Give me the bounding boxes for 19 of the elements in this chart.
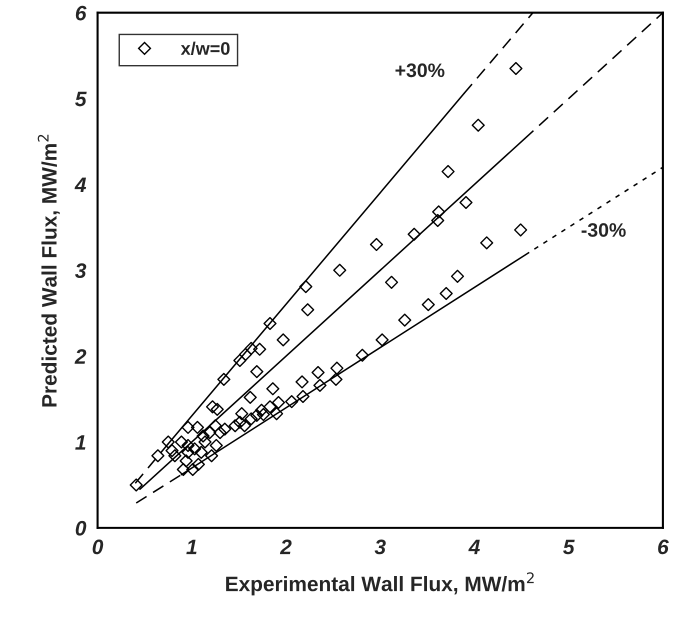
y-axis-title: Predicted Wall Flux, MW/m$^{2}$ <box>38 134 60 407</box>
x-tick-label: 3 <box>374 540 386 554</box>
annotation: +30% <box>396 63 444 78</box>
y-tick-label: 3 <box>75 263 86 278</box>
x-axis-title: Experimental Wall Flux, MW/m$^{2}$ <box>226 572 534 596</box>
x-tick-label: 4 <box>468 540 480 554</box>
x-tick-label: 1 <box>186 540 196 554</box>
y-tick-label: 6 <box>76 6 87 20</box>
y-tick-label: 2 <box>74 349 86 364</box>
y-tick-label: 4 <box>74 178 86 192</box>
y-tick-label: 1 <box>75 435 86 450</box>
x-tick-label: 2 <box>280 540 292 554</box>
y-tick-label: 0 <box>76 520 86 536</box>
y-tick-label: 5 <box>75 92 87 106</box>
x-tick-label: 5 <box>563 540 575 554</box>
x-tick-label: 0 <box>92 540 104 554</box>
legend-label: x/w=0 <box>180 42 230 56</box>
annotation: -30% <box>582 223 626 237</box>
x-tick-label: 6 <box>658 540 669 554</box>
